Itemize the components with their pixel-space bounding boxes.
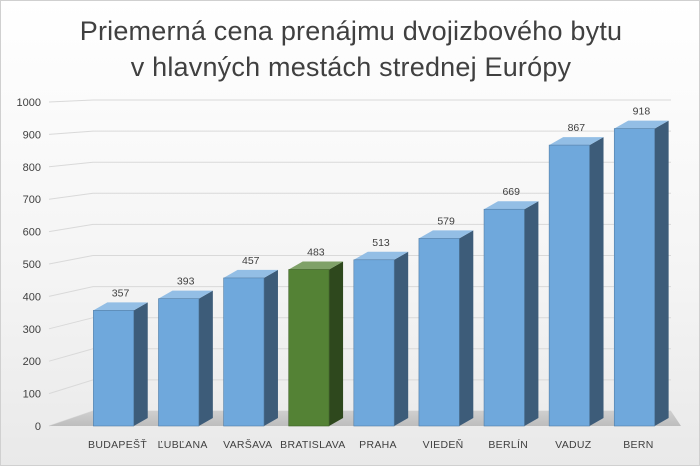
bar-front [93, 310, 135, 427]
data-label: 918 [633, 106, 651, 118]
chart-title-line-1: Priemerná cena prenájmu dvojizbového byt… [79, 16, 623, 46]
bar-front [353, 259, 395, 427]
data-label: 357 [112, 287, 130, 299]
data-label: 393 [177, 276, 195, 288]
gridline [48, 286, 671, 297]
x-tick-label: VADUZ [555, 439, 592, 451]
bar [548, 137, 604, 427]
bar-front [223, 277, 265, 427]
data-label: 483 [307, 247, 325, 259]
bar-top [484, 201, 539, 210]
bar-top [418, 230, 474, 239]
x-tick-label: VARŠAVA [223, 438, 272, 451]
bar [613, 120, 669, 427]
gridline [48, 317, 671, 330]
bar-top [223, 269, 278, 278]
x-tick-label: BERLÍN [488, 438, 528, 451]
bar-top [614, 120, 669, 129]
bar [223, 269, 278, 427]
data-label: 867 [568, 122, 586, 134]
bar-front [613, 128, 655, 427]
y-tick-label: 900 [23, 129, 41, 141]
bar [288, 261, 344, 427]
bar [93, 302, 148, 427]
bar-front [158, 298, 200, 427]
data-label: 579 [437, 215, 455, 227]
bar-top [353, 251, 409, 260]
y-tick-label: 100 [23, 389, 41, 401]
bar [353, 251, 409, 427]
bar-side [589, 137, 604, 427]
y-tick-label: 600 [23, 227, 41, 239]
bar-top [288, 261, 344, 270]
gridline [48, 130, 671, 135]
y-tick-label: 300 [23, 324, 41, 336]
bar-side [133, 302, 148, 426]
x-tick-label: ĽUBĽANA [158, 439, 208, 451]
chart-title-line-2: v hlavných mestách strednej Európy [130, 52, 572, 82]
gridline [48, 223, 671, 233]
x-tick-label: BERN [623, 439, 653, 451]
y-tick-label: 200 [23, 356, 41, 368]
x-tick-label: VIEDEŇ [423, 438, 464, 451]
bar-side [459, 230, 474, 426]
y-tick-label: 1000 [17, 97, 41, 109]
y-tick-label: 0 [35, 421, 41, 433]
gridline [48, 99, 671, 103]
gridline [48, 161, 671, 168]
bar-side [394, 251, 409, 426]
bar-side [654, 120, 669, 427]
bar-front [288, 269, 330, 427]
chart-title: Priemerná cena prenájmu dvojizbového byt… [1, 13, 700, 85]
bar [158, 290, 213, 427]
y-tick-label: 500 [23, 259, 41, 271]
y-tick-label: 800 [23, 162, 41, 174]
bar-top [158, 290, 213, 299]
bar-front [548, 144, 590, 427]
gridline [48, 192, 671, 200]
data-label: 513 [372, 237, 390, 249]
gridline [48, 255, 671, 265]
bar-front [483, 208, 525, 427]
x-tick-label: BRATISLAVA [280, 439, 345, 451]
bar-side [524, 201, 539, 426]
gridline [48, 348, 671, 362]
y-tick-label: 700 [23, 194, 41, 206]
bar-top [549, 137, 604, 146]
data-label: 457 [242, 255, 260, 267]
bar-side [329, 261, 344, 426]
y-tick-label: 400 [23, 291, 41, 303]
bar-side [263, 269, 278, 426]
bar [483, 201, 539, 427]
gridline [48, 379, 671, 395]
x-tick-label: BUDAPEŠŤ [88, 438, 147, 451]
bar [418, 230, 474, 427]
bar-front [418, 238, 460, 427]
data-label: 669 [502, 186, 520, 198]
bar-top [93, 302, 148, 311]
x-tick-label: PRAHA [359, 439, 397, 451]
bar-side [198, 290, 213, 426]
